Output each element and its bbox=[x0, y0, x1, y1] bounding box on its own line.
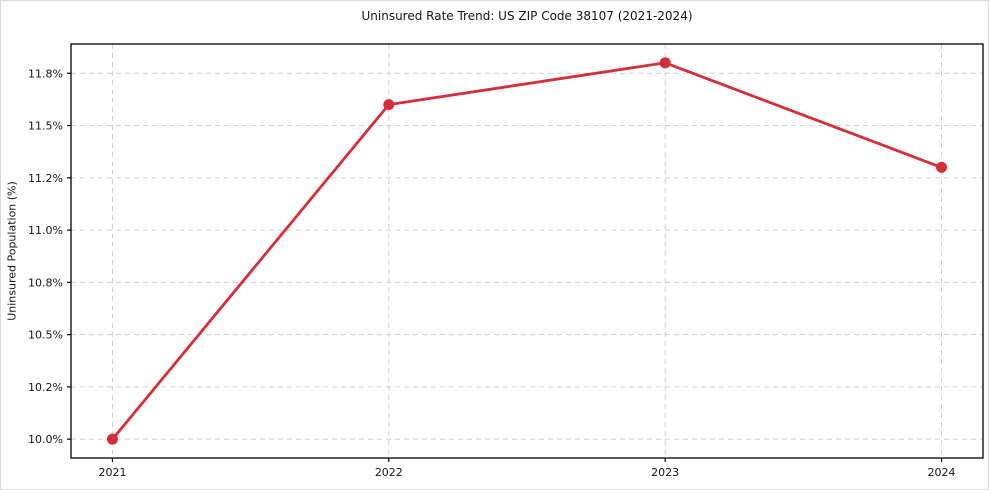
chart-title: Uninsured Rate Trend: US ZIP Code 38107 … bbox=[361, 9, 693, 23]
x-tick-label: 2022 bbox=[375, 466, 403, 479]
data-point bbox=[383, 99, 395, 111]
data-point bbox=[106, 433, 118, 445]
x-tick-label: 2021 bbox=[98, 466, 126, 479]
data-point bbox=[659, 57, 671, 69]
y-tick-label: 10.2% bbox=[28, 381, 63, 394]
y-tick-label: 11.8% bbox=[28, 67, 63, 80]
x-tick-label: 2024 bbox=[928, 466, 956, 479]
plot-border bbox=[70, 43, 984, 459]
y-tick-label: 10.0% bbox=[28, 433, 63, 446]
y-tick-label: 10.8% bbox=[28, 276, 63, 289]
y-tick-label: 11.0% bbox=[28, 224, 63, 237]
y-tick-label: 11.5% bbox=[28, 120, 63, 133]
y-tick-label: 10.5% bbox=[28, 329, 63, 342]
trend-line bbox=[111, 61, 943, 441]
data-point bbox=[936, 161, 948, 173]
x-tick-label: 2023 bbox=[651, 466, 679, 479]
y-tick-label: 11.2% bbox=[28, 172, 63, 185]
